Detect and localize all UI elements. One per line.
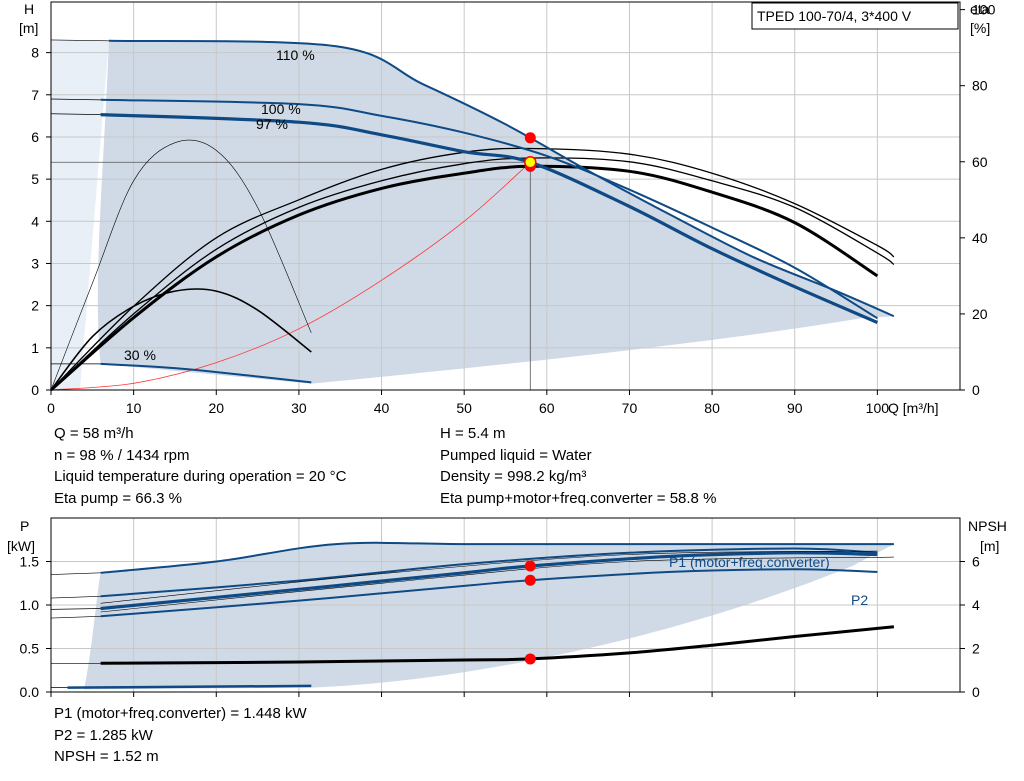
y2-tick-label: 6 <box>972 554 980 570</box>
head-curve <box>100 98 878 320</box>
x-tick-label: 30 <box>291 400 307 416</box>
power-curve <box>100 541 894 574</box>
x-tick-label: 90 <box>787 400 803 416</box>
y-tick-label: 6 <box>31 129 39 145</box>
y-tick-label: 3 <box>31 255 39 271</box>
y-tick-label: 0 <box>31 382 39 398</box>
chart-title: TPED 100-70/4, 3*400 V <box>757 8 912 24</box>
x-tick-label: 70 <box>622 400 638 416</box>
x-tick-label: 20 <box>208 400 224 416</box>
plot-frame <box>50 1 961 391</box>
curve-label: 30 % <box>124 347 156 363</box>
x-tick-label: 60 <box>539 400 555 416</box>
power-curve <box>100 547 878 598</box>
operating-point <box>524 560 536 572</box>
info-speed: n = 98 % / 1434 rpm <box>54 446 190 464</box>
npsh-curve <box>100 625 895 665</box>
y2-tick-label: 80 <box>972 78 988 94</box>
info-eta-total: Eta pump+motor+freq.converter = 58.8 % <box>440 489 717 507</box>
info-top-left: Q = 58 m³/h n = 98 % / 1434 rpm Liquid t… <box>54 423 346 509</box>
efficiency-point <box>524 132 536 144</box>
x-tick-label: 0 <box>47 400 55 416</box>
y-tick-label: 1 <box>31 340 39 356</box>
y-tick-label: 8 <box>31 45 39 61</box>
system-curve <box>50 162 531 391</box>
efficiency-curve-thin <box>50 139 312 391</box>
curve-extension-line <box>50 572 101 575</box>
info-pumped-liquid: Pumped liquid = Water <box>440 446 592 464</box>
curve-label: 97 % <box>256 116 288 132</box>
x-tick-label: 50 <box>456 400 472 416</box>
y2-axis-unit: [%] <box>970 20 990 36</box>
info-head: H = 5.4 m <box>440 425 506 442</box>
y2-axis-title: eta <box>970 1 990 17</box>
curve-extension-line <box>50 98 101 101</box>
power-npsh-plot: P1 (motor+freq.converter)P20.00.51.01.50… <box>7 517 1007 700</box>
y2-tick-label: 4 <box>972 597 980 613</box>
info-p1: P1 (motor+freq.converter) = 1.448 kW <box>54 705 307 722</box>
title-box <box>751 2 959 30</box>
y2-tick-label: 0 <box>972 382 980 398</box>
curve-extension-line <box>50 39 109 42</box>
head-curve <box>100 362 312 384</box>
y-tick-label: 1.5 <box>20 554 40 570</box>
y2-tick-label: 60 <box>972 154 988 170</box>
curve-label: 110 % <box>276 47 315 63</box>
power-curve <box>67 684 312 689</box>
curve-extension-line <box>50 595 101 599</box>
y-tick-label: 2 <box>31 298 39 314</box>
info-p2: P2 = 1.285 kW <box>54 726 153 744</box>
y-axis-unit: [kW] <box>7 538 35 554</box>
y2-tick-label: 0 <box>972 684 980 700</box>
head-efficiency-plot: 110 %100 %97 %30 %0 10 20 30 40 50 60 70 80 90 100… <box>19 1 996 416</box>
low-flow-region <box>51 39 109 391</box>
series-label-p1: P1 (motor+freq.converter) <box>669 554 830 570</box>
info-flow: Q = 58 m³/h <box>54 425 134 442</box>
info-eta-pump: Eta pump = 66.3 % <box>54 489 182 507</box>
curve-label: 100 % <box>261 101 301 117</box>
y2-tick-label: 20 <box>972 306 988 322</box>
y2-tick-label: 40 <box>972 230 988 246</box>
efficiency-curve <box>50 288 312 391</box>
operating-region <box>84 542 894 690</box>
power-reference-line <box>100 556 894 613</box>
efficiency-curve <box>50 147 895 391</box>
info-top-right: H = 5.4 m Pumped liquid = Water Density … <box>440 423 716 509</box>
curve-extension-line <box>50 615 101 619</box>
info-bottom: P1 (motor+freq.converter) = 1.448 kW P2 … <box>54 703 307 768</box>
y2-tick-label: 100 <box>972 2 996 18</box>
y2-axis-title: NPSH <box>968 518 1007 534</box>
efficiency-curve <box>50 164 879 392</box>
efficiency-curve <box>50 157 895 391</box>
info-liquid-temperature: Liquid temperature during operation = 20… <box>54 468 347 485</box>
x-tick-label: 100 <box>866 400 890 416</box>
power-reference-line <box>100 550 878 604</box>
y2-tick-label: 2 <box>972 641 980 657</box>
x-tick-label: 40 <box>374 400 390 416</box>
x-tick-label: 10 <box>126 400 142 416</box>
y-tick-label: 0.0 <box>20 684 40 700</box>
curve-extension-line <box>50 113 101 115</box>
y-tick-label: 5 <box>31 171 39 187</box>
operating-point <box>524 156 537 169</box>
y-tick-label: 4 <box>31 213 39 229</box>
y-tick-label: 0.5 <box>20 641 40 657</box>
x-tick-label: 80 <box>704 400 720 416</box>
y2-axis-unit: [m] <box>980 538 999 554</box>
y-axis-title: P <box>20 518 29 534</box>
y-axis-unit: [m] <box>19 20 38 36</box>
operating-point <box>524 653 536 665</box>
curve-extension-line <box>50 608 101 610</box>
operating-point <box>524 574 536 586</box>
info-density: Density = 998.2 kg/m³ <box>440 468 587 485</box>
y-tick-label: 7 <box>31 87 39 103</box>
y-axis-title: H <box>24 1 34 17</box>
y-tick-label: 1.0 <box>20 597 40 613</box>
info-npsh: NPSH = 1.52 m <box>54 748 159 765</box>
head-curve <box>108 39 895 318</box>
x-axis-title: Q [m³/h] <box>888 400 939 416</box>
series-label-p2: P2 <box>851 592 868 608</box>
